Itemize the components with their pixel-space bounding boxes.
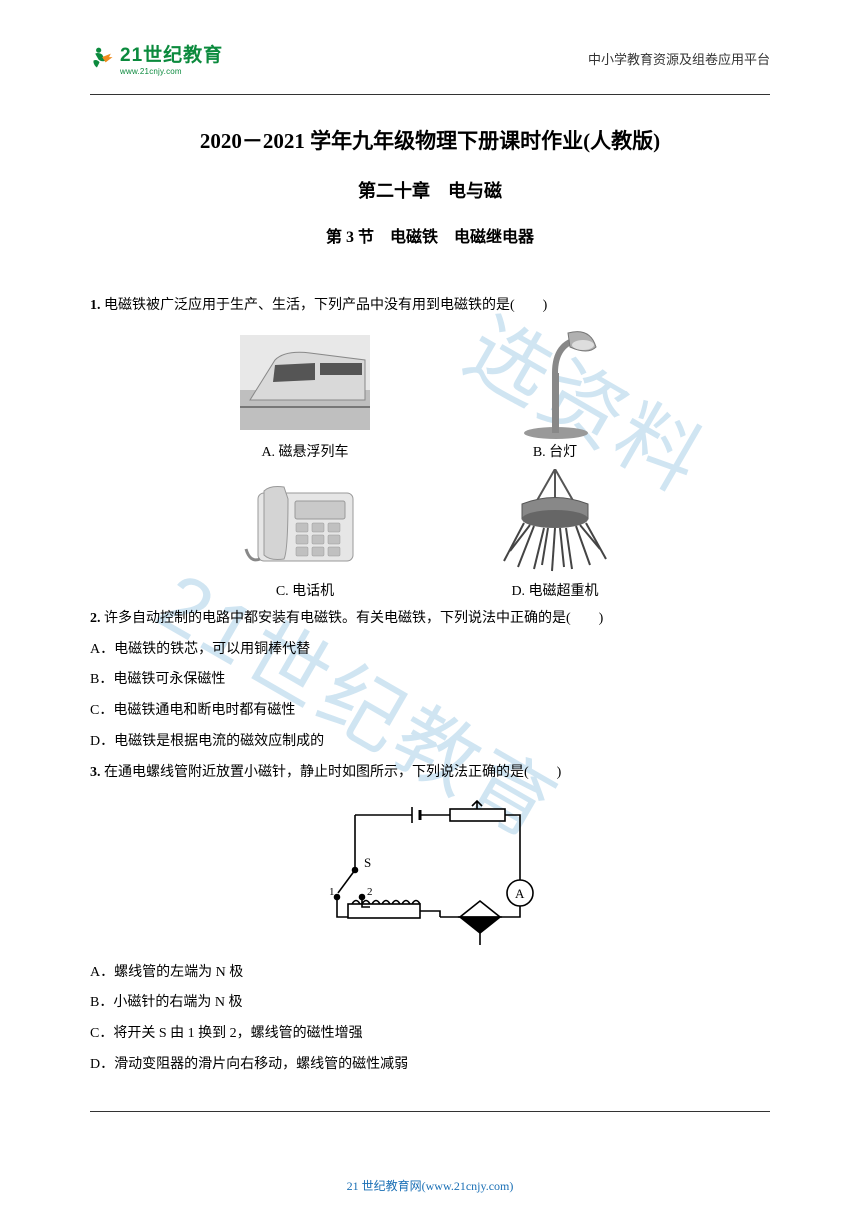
title-section: 第 3 节 电磁铁 电磁继电器 xyxy=(90,223,770,247)
q3-option-c: C．将开关 S 由 1 换到 2，螺线管的磁性增强 xyxy=(90,1019,770,1050)
logo-text-main: 21世纪教育 xyxy=(120,40,223,67)
maglev-train-icon xyxy=(240,335,370,430)
footer-close: ) xyxy=(509,1179,513,1193)
logo-text-sub: www.21cnjy.com xyxy=(120,67,223,76)
question-1: 1. 电磁铁被广泛应用于生产、生活，下列产品中没有用到电磁铁的是( ) xyxy=(90,291,770,322)
page-container: 21世纪教育 www.21cnjy.com 中小学教育资源及组卷应用平台 202… xyxy=(0,0,860,1111)
title-main: 2020－2021 学年九年级物理下册课时作业(人教版) xyxy=(90,125,770,155)
footer-url: www.21cnjy.com xyxy=(426,1179,510,1193)
terminal-2-label: 2 xyxy=(367,886,373,898)
q1-text: 电磁铁被广泛应用于生产、生活，下列产品中没有用到电磁铁的是( ) xyxy=(101,298,548,313)
q3-option-b: B．小磁针的右端为 N 极 xyxy=(90,988,770,1019)
q3-text: 在通电螺线管附近放置小磁针，静止时如图所示，下列说法正确的是( ) xyxy=(101,765,562,780)
header: 21世纪教育 www.21cnjy.com 中小学教育资源及组卷应用平台 xyxy=(90,40,770,76)
q3-number: 3. xyxy=(90,765,101,780)
q1-caption-a: A. 磁悬浮列车 xyxy=(261,441,348,461)
question-2: 2. 许多自动控制的电路中都安装有电磁铁。有关电磁铁，下列说法中正确的是( ) xyxy=(90,604,770,635)
q1-caption-d: D. 电磁超重机 xyxy=(511,580,598,600)
q2-option-d: D．电磁铁是根据电流的磁效应制成的 xyxy=(90,727,770,758)
telephone-icon xyxy=(240,471,370,571)
q1-option-d: D. 电磁超重机 xyxy=(490,469,620,600)
q2-option-b: B．电磁铁可永保磁性 xyxy=(90,665,770,696)
terminal-1-label: 1 xyxy=(329,886,335,898)
ammeter-label: A xyxy=(515,886,525,901)
q3-option-a: A．螺线管的左端为 N 极 xyxy=(90,958,770,989)
title-chapter: 第二十章 电与磁 xyxy=(90,177,770,203)
q2-option-a: A．电磁铁的铁芯，可以用铜棒代替 xyxy=(90,635,770,666)
q2-number: 2. xyxy=(90,611,101,626)
q1-caption-b: B. 台灯 xyxy=(533,441,577,461)
q1-number: 1. xyxy=(90,298,101,313)
question-3: 3. 在通电螺线管附近放置小磁针，静止时如图所示，下列说法正确的是( ) xyxy=(90,758,770,789)
q1-image-row-2: C. 电话机 xyxy=(90,469,770,600)
switch-label: S xyxy=(364,855,371,870)
q1-option-a: A. 磁悬浮列车 xyxy=(240,330,370,461)
footer: 21 世纪教育网(www.21cnjy.com) xyxy=(0,1111,860,1112)
desk-lamp-icon xyxy=(508,325,603,440)
electromagnet-crane-icon xyxy=(490,469,620,574)
q1-image-row-1: A. 磁悬浮列车 B. 台灯 xyxy=(90,330,770,461)
circuit-icon: S 1 2 A xyxy=(320,795,540,950)
logo-icon xyxy=(90,45,116,71)
logo: 21世纪教育 www.21cnjy.com xyxy=(90,40,223,76)
q1-option-b: B. 台灯 xyxy=(490,330,620,461)
header-right-text: 中小学教育资源及组卷应用平台 xyxy=(588,49,770,68)
q3-circuit-diagram: S 1 2 A xyxy=(90,795,770,950)
q3-option-d: D．滑动变阻器的滑片向右移动，螺线管的磁性减弱 xyxy=(90,1050,770,1081)
q2-option-c: C．电磁铁通电和断电时都有磁性 xyxy=(90,696,770,727)
q1-caption-c: C. 电话机 xyxy=(276,580,334,600)
header-divider xyxy=(90,94,770,95)
q2-text: 许多自动控制的电路中都安装有电磁铁。有关电磁铁，下列说法中正确的是( ) xyxy=(101,611,604,626)
q1-option-c: C. 电话机 xyxy=(240,469,370,600)
footer-text: 21 世纪教育网( xyxy=(347,1179,426,1193)
footer-divider xyxy=(90,1111,770,1112)
